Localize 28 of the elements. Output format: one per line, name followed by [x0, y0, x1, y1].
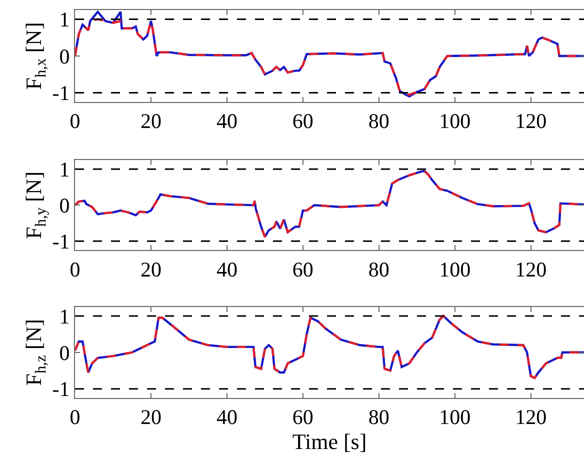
x-tick-label: 80 [368, 257, 390, 282]
x-tick-label: 120 [515, 257, 547, 282]
y-tick-label: 1 [59, 158, 70, 182]
x-tick-label: 100 [439, 405, 471, 430]
x-tick-label: 60 [292, 109, 314, 134]
x-tick-label: 120 [515, 405, 547, 430]
x-tick-label: 80 [368, 405, 390, 430]
x-tick-label: 20 [140, 109, 162, 134]
y-tick-label: -1 [52, 377, 70, 402]
x-tick-label: 100 [439, 109, 471, 134]
y-tick-label: 0 [59, 44, 70, 68]
y-tick-label: 1 [59, 304, 70, 328]
x-tick-label: 40 [216, 257, 238, 282]
x-tick-label: 40 [216, 405, 238, 430]
y-tick-label: 0 [59, 194, 70, 218]
y-tick-label: -1 [52, 230, 70, 254]
x-tick-label: 60 [292, 405, 314, 430]
x-tick-label: 80 [368, 109, 390, 134]
y-tick-label: -1 [52, 81, 70, 106]
y-tick-label: 1 [59, 8, 70, 32]
x-tick-label: 20 [140, 257, 162, 282]
x-tick-label: 40 [216, 109, 238, 134]
x-tick-label: 20 [140, 405, 162, 430]
x-axis-title: Time [s] [292, 429, 367, 454]
x-tick-label: 100 [439, 257, 471, 282]
x-tick-label: 60 [292, 257, 314, 282]
x-tick-label: 120 [515, 109, 547, 134]
y-tick-label: 0 [59, 340, 70, 365]
